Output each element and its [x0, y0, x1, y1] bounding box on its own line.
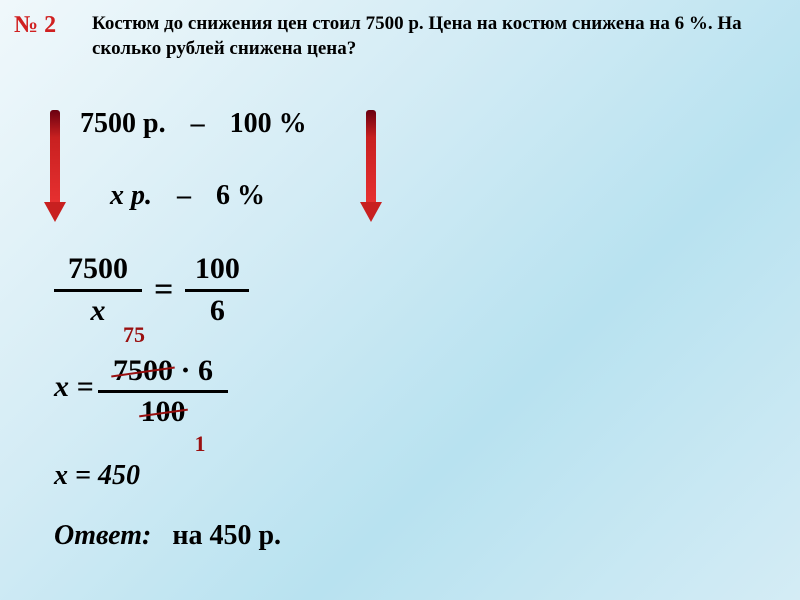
arrow-left-icon	[44, 110, 66, 222]
problem-text: Костюм до снижения цен стоил 7500 р. Цен…	[92, 12, 780, 61]
setup-dash-2: –	[159, 180, 209, 211]
result-text: х = 450	[54, 460, 140, 491]
denominator-100-struck: 100	[141, 395, 186, 428]
proportion-frac-right: 100 6	[185, 250, 249, 330]
setup2-value: х р.	[110, 180, 152, 211]
setup2-percent: 6 %	[216, 180, 265, 211]
frac1-numerator: 7500	[54, 250, 142, 289]
solve-fraction: 75 7500 · 6 100 1	[98, 352, 228, 431]
answer-label: Ответ:	[54, 520, 151, 551]
setup-dash-1: –	[173, 108, 223, 139]
result-line: х = 450	[54, 460, 140, 492]
solve-equation: х = 75 7500 · 6 100 1	[54, 370, 94, 404]
frac2-numerator: 100	[185, 250, 249, 289]
answer-row: Ответ: на 450 р.	[54, 520, 281, 552]
setup1-percent: 100 %	[230, 108, 307, 139]
problem-number: № 2	[14, 12, 56, 39]
numerator-6: 6	[198, 354, 213, 387]
cancel-bottom-label: 1	[195, 431, 206, 457]
equals-sign: =	[154, 271, 173, 309]
setup-line-2: х р. – 6 %	[110, 180, 265, 212]
setup1-value: 7500 р.	[80, 108, 166, 139]
proportion-equation: 7500 х = 100 6	[54, 250, 249, 330]
numerator-7500-struck: 7500	[113, 354, 173, 387]
solve-numerator: 75 7500 · 6	[107, 352, 219, 390]
setup-line-1: 7500 р. – 100 %	[80, 108, 307, 140]
cancel-top-label: 75	[123, 322, 145, 348]
solve-denominator: 100 1	[135, 393, 192, 431]
frac1-denominator: х	[83, 292, 114, 331]
mult-dot: ·	[180, 354, 190, 387]
frac2-denominator: 6	[202, 292, 233, 331]
arrow-right-icon	[360, 110, 382, 222]
solve-lhs: х =	[54, 370, 94, 403]
answer-value: на 450 р.	[172, 520, 281, 551]
proportion-frac-left: 7500 х	[54, 250, 142, 330]
